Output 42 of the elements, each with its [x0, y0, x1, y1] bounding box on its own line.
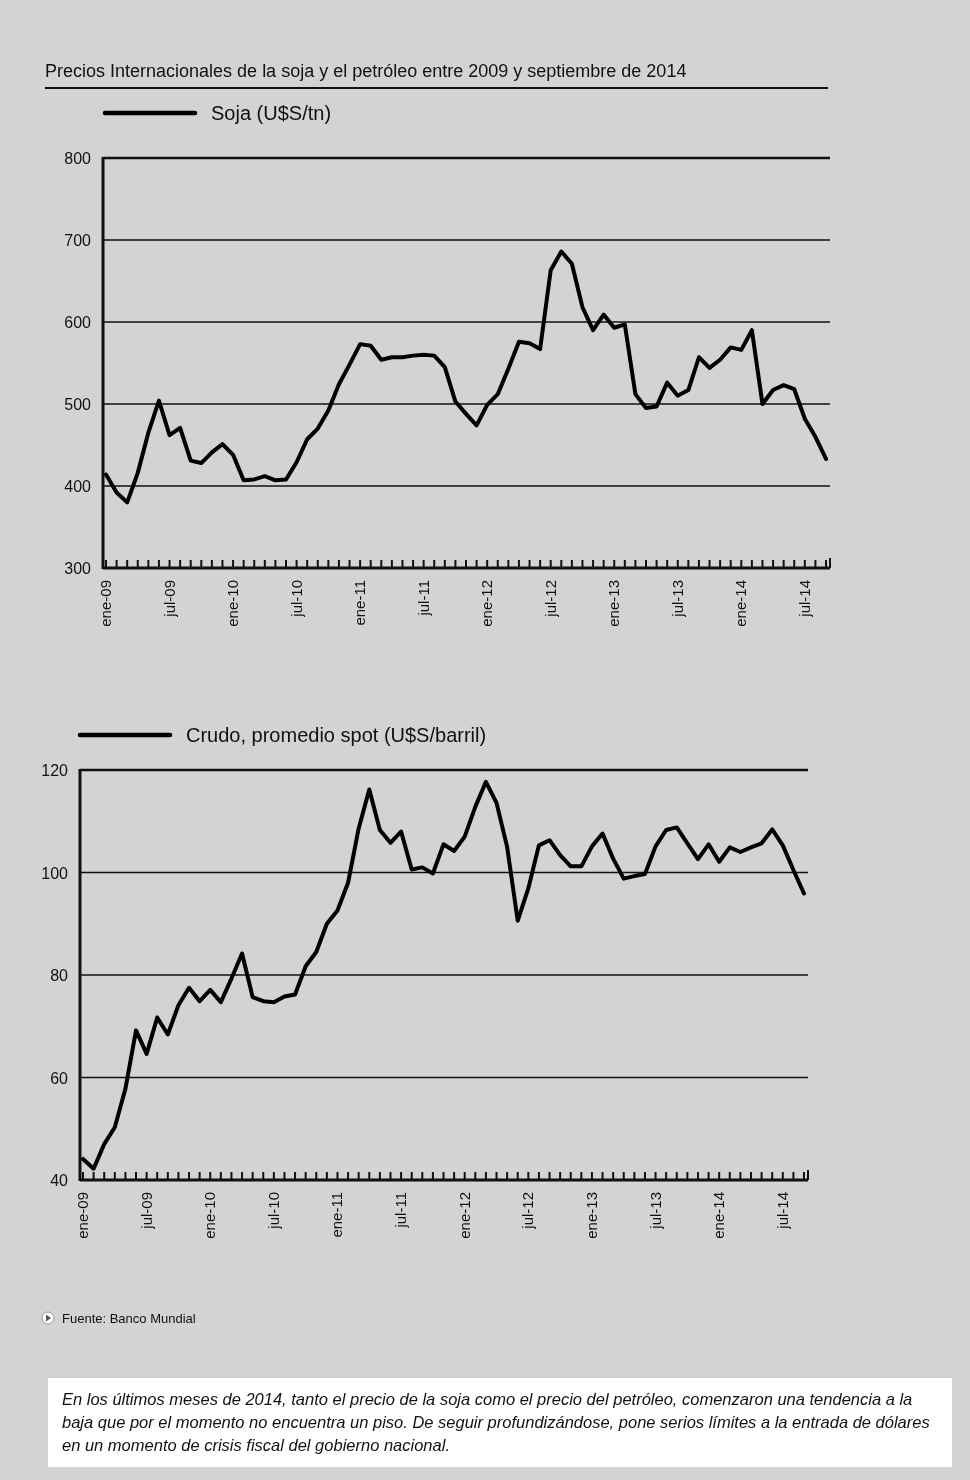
x-tick-label: jul-13: [668, 580, 686, 618]
legend-label: Soja (U$S/tn): [211, 102, 332, 124]
x-tick-label: ene-12: [455, 1192, 473, 1239]
x-tick-label: ene-13: [605, 580, 623, 627]
x-tick-label: ene-13: [582, 1192, 600, 1239]
y-tick-label: 300: [64, 560, 92, 577]
x-tick-label: ene-10: [201, 1192, 219, 1239]
y-tick-label: 800: [64, 150, 92, 167]
x-tick-label: jul-14: [773, 1192, 791, 1230]
chart-title: Precios Internacionales de la soja y el petróleo entre 2009 y septiembre de 2014: [45, 61, 687, 81]
y-tick-label: 500: [64, 396, 92, 413]
x-tick-label: ene-09: [97, 580, 114, 627]
line-series: [81, 779, 806, 1171]
x-tick-label: ene-14: [710, 1192, 728, 1239]
x-tick-label: jul-11: [414, 580, 432, 617]
x-tick-label: jul-10: [264, 1192, 282, 1230]
y-tick-label: 120: [41, 762, 69, 779]
x-tick-label: ene-11: [351, 580, 369, 626]
y-tick-label: 700: [64, 232, 92, 249]
x-tick-label: jul-12: [541, 580, 559, 618]
y-tick-label: 40: [50, 1172, 69, 1189]
x-tick-label: ene-12: [478, 580, 496, 627]
x-tick-label: ene-14: [732, 580, 750, 627]
x-tick-label: ene-09: [74, 1192, 91, 1239]
source-note: Fuente: Banco Mundial: [62, 1311, 196, 1326]
x-tick-label: jul-13: [646, 1192, 664, 1230]
x-tick-label: ene-10: [224, 580, 242, 627]
y-tick-label: 400: [64, 478, 92, 495]
x-tick-label: ene-11: [328, 1192, 346, 1238]
x-tick-label: jul-12: [519, 1192, 537, 1230]
y-tick-label: 80: [50, 967, 69, 984]
y-tick-label: 100: [41, 864, 69, 882]
y-tick-label: 600: [64, 314, 92, 331]
x-tick-label: jul-09: [160, 580, 178, 618]
y-tick-label: 60: [50, 1069, 69, 1087]
x-tick-label: jul-10: [287, 580, 305, 618]
x-tick-label: jul-09: [137, 1192, 155, 1230]
line-series: [104, 249, 828, 505]
text: En los últimos meses de 2014, tanto el precio de la soja como el precio del petróleo, comenzaron una tendencia a la baja que por el momento no encuentra un piso. De seguir profundizándose, pone serios límites a la entrada de dólares en un momento de crisis fiscal del gobierno nacional.: [48, 1378, 952, 1467]
x-tick-label: jul-14: [795, 580, 813, 618]
x-tick-label: jul-11: [392, 1192, 410, 1229]
legend-label: Crudo, promedio spot (U$S/barril): [186, 724, 487, 746]
